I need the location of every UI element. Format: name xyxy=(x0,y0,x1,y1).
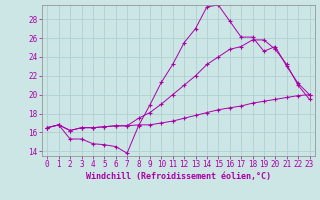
X-axis label: Windchill (Refroidissement éolien,°C): Windchill (Refroidissement éolien,°C) xyxy=(86,172,271,181)
